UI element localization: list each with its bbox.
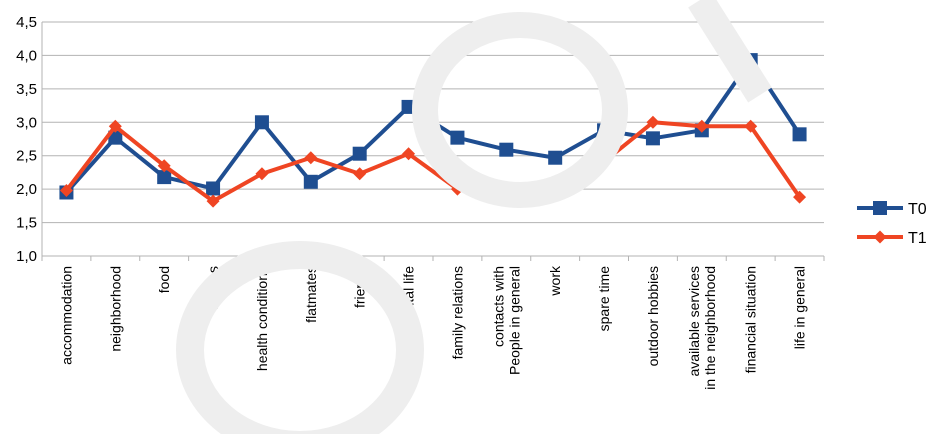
y-tick-label: 4,0 xyxy=(16,47,37,64)
y-tick-label: 4,5 xyxy=(16,14,37,31)
axes xyxy=(41,22,825,261)
data-point xyxy=(645,131,660,146)
legend-item-t0: T0 xyxy=(857,201,927,218)
x-tick-label: health conditions xyxy=(254,266,270,371)
data-point xyxy=(206,181,221,196)
data-point xyxy=(597,123,612,138)
data-point xyxy=(695,119,709,133)
y-tick-label: 3,0 xyxy=(16,114,37,131)
y-axis-tick-labels: 1,0 1,5 2,0 2,5 3,0 3,5 4,0 4,5 xyxy=(16,14,37,265)
y-tick-label: 2,0 xyxy=(16,181,37,198)
data-point xyxy=(450,130,465,145)
x-axis-tick-labels: accommodation neighborhood food clothes heal… xyxy=(58,265,807,390)
data-point xyxy=(499,142,514,157)
x-tick-label: clothes xyxy=(205,266,221,310)
data-point xyxy=(352,146,367,161)
grid-lines xyxy=(42,21,824,257)
data-point xyxy=(499,186,513,200)
data-point xyxy=(59,183,73,197)
data-point xyxy=(255,167,269,181)
data-point xyxy=(303,174,318,189)
y-tick-label: 2,5 xyxy=(16,148,37,165)
data-point xyxy=(793,190,807,204)
legend: T0 T1 xyxy=(857,201,927,247)
x-tick-label: work xyxy=(547,265,563,297)
legend-item-t1: T1 xyxy=(857,230,927,247)
data-point xyxy=(353,167,367,181)
x-tick-label: food xyxy=(156,266,172,293)
x-tick-label: flatmates xyxy=(303,266,319,323)
x-tick-label: in the neighborhood xyxy=(702,266,718,390)
data-point xyxy=(157,159,171,173)
legend-marker xyxy=(873,230,887,244)
data-point xyxy=(743,53,758,68)
data-point xyxy=(548,178,562,192)
legend-marker xyxy=(873,201,887,215)
data-point xyxy=(744,119,758,133)
x-tick-label: family relations xyxy=(449,266,465,359)
data-point xyxy=(254,115,269,130)
x-tick-label: spare time xyxy=(596,266,612,332)
data-point xyxy=(304,151,318,165)
x-tick-label: contacts with xyxy=(490,266,506,347)
legend-label: T0 xyxy=(908,201,927,218)
data-point xyxy=(206,194,220,208)
data-point xyxy=(157,170,172,185)
data-point xyxy=(646,115,660,129)
x-tick-label: life in general xyxy=(792,266,808,349)
y-tick-label: 3,5 xyxy=(16,81,37,98)
x-tick-label: available services xyxy=(686,266,702,377)
data-point xyxy=(548,150,563,165)
x-tick-label: accommodation xyxy=(58,266,74,365)
x-tick-label: sentimental life xyxy=(401,266,417,360)
x-tick-label: outdoor hobbies xyxy=(645,266,661,366)
data-point xyxy=(108,119,122,133)
series-layer xyxy=(59,53,807,208)
x-tick-label: People in general xyxy=(506,266,522,375)
legend-label: T1 xyxy=(908,230,927,247)
x-tick-label: financial situation xyxy=(743,266,759,373)
x-tick-label: friends xyxy=(352,266,368,308)
data-point xyxy=(402,147,416,161)
data-point xyxy=(792,127,807,142)
y-tick-label: 1,0 xyxy=(16,248,37,265)
y-tick-label: 1,5 xyxy=(16,215,37,232)
x-tick-label: neighborhood xyxy=(107,266,123,352)
data-point xyxy=(401,99,416,114)
